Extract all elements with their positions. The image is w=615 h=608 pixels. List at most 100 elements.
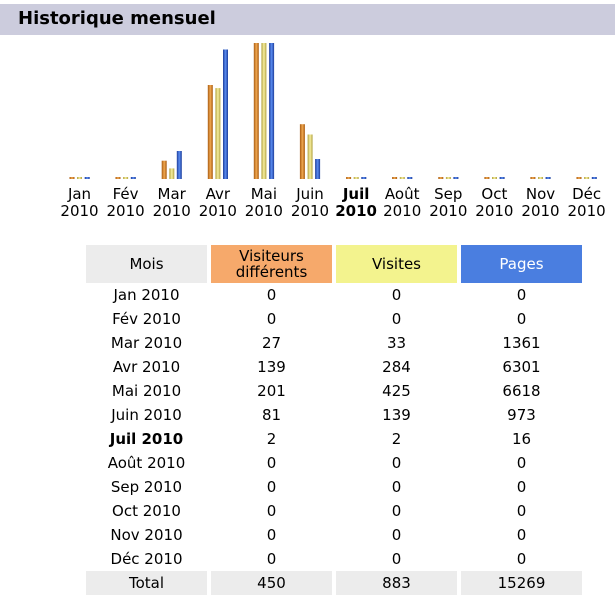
cell-pages: 6301 xyxy=(502,358,541,376)
x-tick-month: Déc xyxy=(572,185,602,203)
x-tick-year: 2010 xyxy=(429,202,468,220)
cell-visits: 0 xyxy=(391,478,402,496)
x-tick-label: Jan 2010 xyxy=(57,186,103,220)
cell-month: Déc 2010 xyxy=(110,550,183,568)
x-tick-label: Mar 2010 xyxy=(149,186,195,220)
bar-unique-visitors xyxy=(299,124,305,179)
bar-unique-visitors xyxy=(253,43,259,179)
table-row: Mai 2010 201 425 6618 xyxy=(86,379,582,403)
x-tick-year: 2010 xyxy=(152,202,191,220)
cell-visits: 0 xyxy=(391,454,402,472)
x-tick-year: 2010 xyxy=(383,202,422,220)
cell-pages: 0 xyxy=(516,310,527,328)
table-row: Déc 2010 0 0 0 xyxy=(86,547,582,571)
table-row: Avr 2010 139 284 6301 xyxy=(86,355,582,379)
bar-unique-visitors xyxy=(484,177,490,179)
bar-unique-visitors xyxy=(392,177,398,179)
x-tick-month: Nov xyxy=(525,185,556,203)
bar-pages xyxy=(130,177,136,179)
bar-unique-visitors xyxy=(69,177,75,179)
x-tick-year: 2010 xyxy=(198,202,237,220)
table-row: Sep 2010 0 0 0 xyxy=(86,475,582,499)
cell-unique-visitors: 139 xyxy=(257,358,286,376)
bar-pages xyxy=(269,43,275,179)
bar-pages xyxy=(223,49,228,179)
bar-pages xyxy=(545,177,551,179)
bar-pages xyxy=(84,177,90,179)
x-tick-label: Déc 2010 xyxy=(564,186,610,220)
cell-pages: 0 xyxy=(516,550,527,568)
bar-visits xyxy=(307,134,313,179)
bar-visits xyxy=(538,177,543,179)
x-tick-month: Juin xyxy=(296,185,324,203)
x-tick-month: Août xyxy=(384,185,420,203)
table-row: Juin 2010 81 139 973 xyxy=(86,403,582,427)
x-tick-month: Fév xyxy=(112,185,139,203)
table-row: Juil 2010 2 2 16 xyxy=(86,427,582,451)
cell-unique-visitors: 81 xyxy=(261,406,282,424)
x-tick-month: Avr xyxy=(205,185,231,203)
x-tick-month: Sep xyxy=(434,185,463,203)
cell-month: Nov 2010 xyxy=(110,526,183,544)
cell-visits: 0 xyxy=(391,526,402,544)
page-title: Historique mensuel xyxy=(18,8,216,29)
bar-unique-visitors xyxy=(115,177,121,179)
bar-visits xyxy=(584,177,590,179)
cell-pages: 16 xyxy=(511,430,532,448)
cell-month: Mai 2010 xyxy=(111,382,182,400)
bar-unique-visitors xyxy=(161,160,167,179)
cell-unique-visitors: 27 xyxy=(261,334,282,352)
bar-unique-visitors xyxy=(530,177,536,179)
x-tick-label: Juin 2010 xyxy=(287,186,333,220)
cell-visits: 0 xyxy=(391,550,402,568)
cell-month: Mar 2010 xyxy=(110,334,183,352)
bar-visits xyxy=(123,177,129,179)
bar-pages xyxy=(499,177,505,179)
cell-visits: 425 xyxy=(382,382,411,400)
cell-month: Avr 2010 xyxy=(112,358,181,376)
bar-visits xyxy=(353,177,359,179)
x-tick-month: Oct xyxy=(481,185,508,203)
bar-pages xyxy=(361,177,367,179)
x-tick-label: Août 2010 xyxy=(379,186,425,220)
cell-unique-visitors: 0 xyxy=(266,502,277,520)
cell-pages: 1361 xyxy=(502,334,541,352)
x-tick-label: Avr 2010 xyxy=(195,186,241,220)
cell-visits: 284 xyxy=(382,358,411,376)
cell-month: Juil 2010 xyxy=(109,430,184,448)
column-header-unique-visitors: Visiteurs différents xyxy=(211,245,332,283)
x-tick-month: Juil xyxy=(342,185,370,203)
x-tick-label: Oct 2010 xyxy=(471,186,517,220)
bar-pages xyxy=(176,151,182,179)
x-tick-year: 2010 xyxy=(60,202,99,220)
cell-pages: 0 xyxy=(516,286,527,304)
x-tick-label: Juil 2010 xyxy=(333,186,379,220)
x-tick-month: Mar xyxy=(157,185,186,203)
x-tick-year: 2010 xyxy=(567,202,606,220)
cell-month: Juin 2010 xyxy=(111,406,182,424)
x-tick-year: 2010 xyxy=(106,202,145,220)
column-header-label: Visiteurs différents xyxy=(235,247,308,281)
cell-visits: 2 xyxy=(391,430,402,448)
cell-visits: 0 xyxy=(391,310,402,328)
cell-unique-visitors: 0 xyxy=(266,454,277,472)
total-row: Total 450 883 15269 xyxy=(86,571,582,595)
x-tick-month: Mai xyxy=(250,185,278,203)
bar-unique-visitors xyxy=(207,85,213,179)
monthly-stats-table: Mois Visiteurs différents Visites Pages … xyxy=(82,245,586,595)
table-row: Nov 2010 0 0 0 xyxy=(86,523,582,547)
bar-visits xyxy=(169,168,175,179)
table-row: Oct 2010 0 0 0 xyxy=(86,499,582,523)
total-label: Total xyxy=(86,571,207,595)
x-tick-year: 2010 xyxy=(290,202,330,220)
table-row: Août 2010 0 0 0 xyxy=(86,451,582,475)
x-tick-year: 2010 xyxy=(521,202,560,220)
cell-visits: 33 xyxy=(386,334,407,352)
x-tick-year: 2010 xyxy=(475,202,514,220)
cell-pages: 973 xyxy=(507,406,536,424)
cell-pages: 0 xyxy=(516,478,527,496)
cell-visits: 0 xyxy=(391,286,402,304)
bar-visits xyxy=(492,177,497,179)
cell-unique-visitors: 0 xyxy=(266,286,277,304)
x-tick-label: Nov 2010 xyxy=(518,186,564,220)
